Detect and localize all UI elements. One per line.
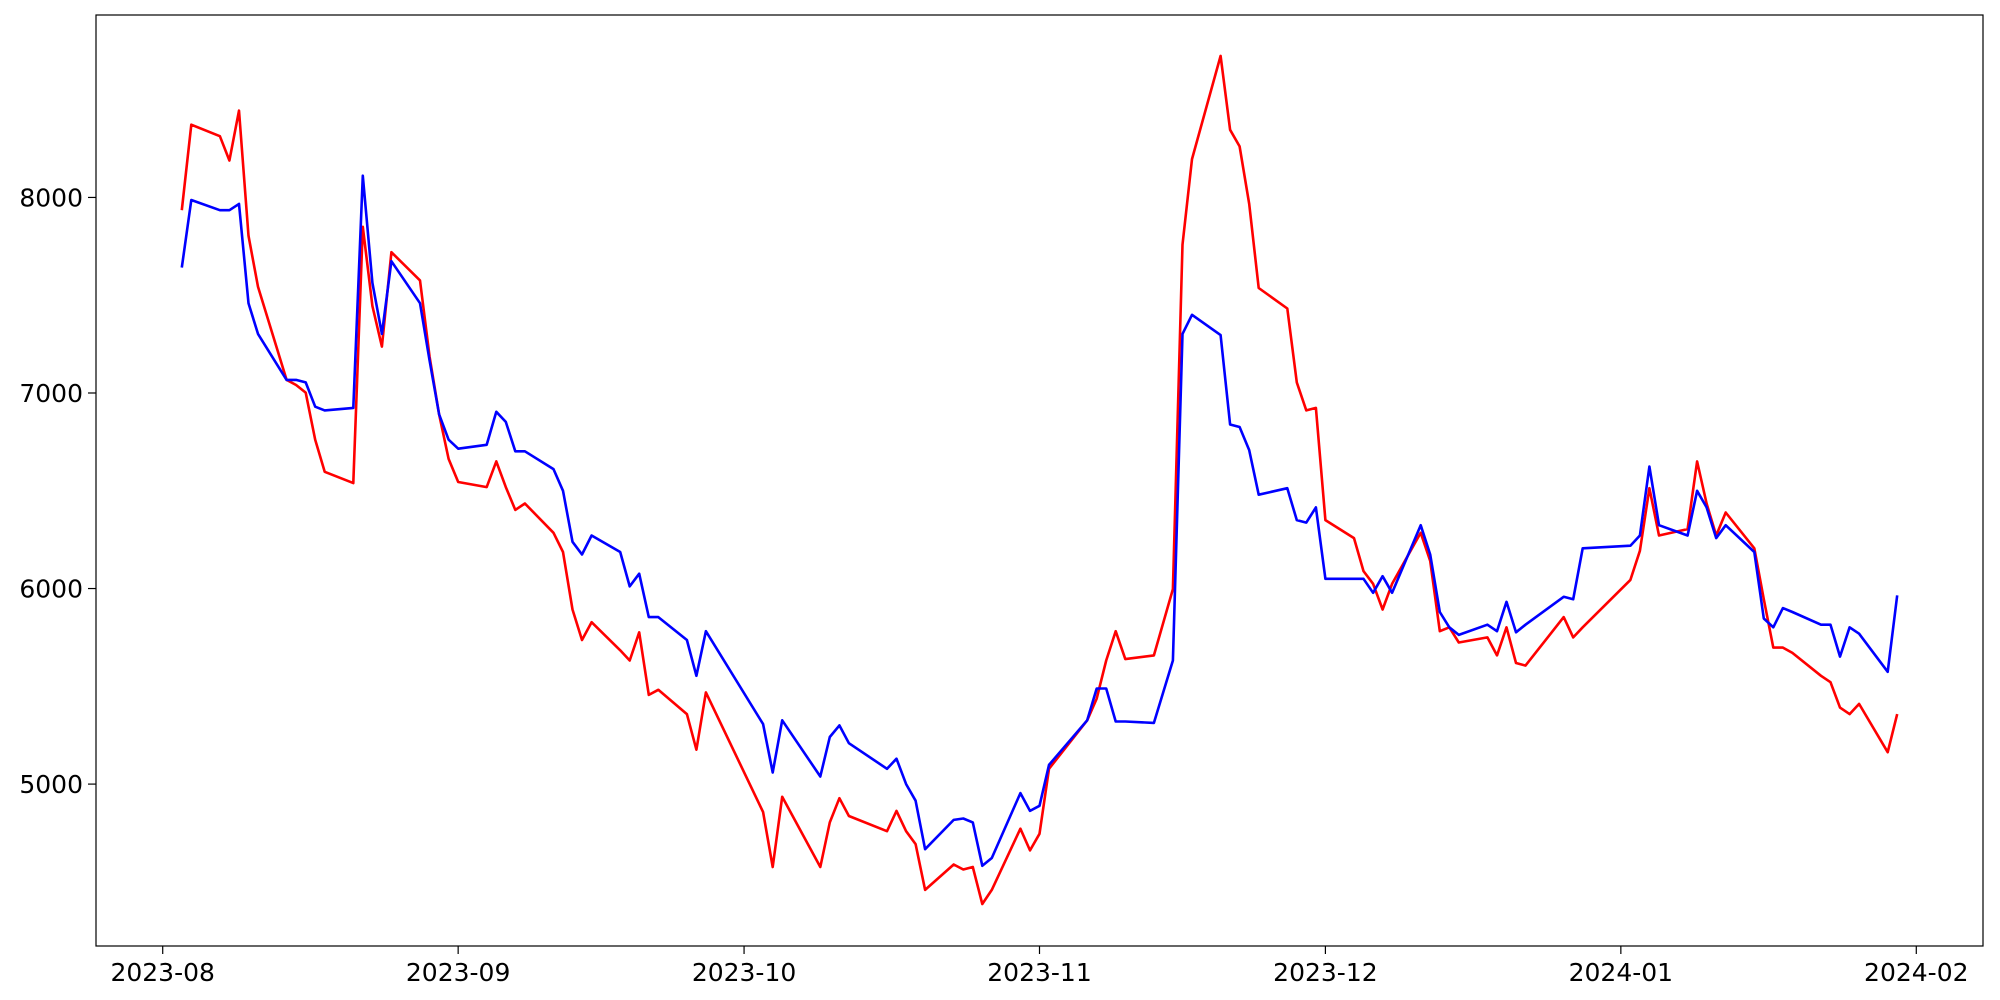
y-tick-label: 6000 [19,575,83,604]
x-tick-label: 2023-08 [110,958,214,987]
plot-frame [95,14,1984,947]
x-tick-label: 2023-11 [987,958,1091,987]
x-tick-label: 2024-02 [1864,958,1968,987]
data-line [180,54,1899,906]
y-tick-label: 5000 [19,770,83,799]
x-tick-label: 2023-10 [692,958,796,987]
x-tick-label: 2023-09 [406,958,510,987]
y-tick-label: 7000 [19,379,83,408]
x-tick-label: 2024-01 [1569,958,1673,987]
x-tick-label: 2023-12 [1273,958,1377,987]
data-line [180,174,1899,868]
y-tick-label: 8000 [19,183,83,212]
